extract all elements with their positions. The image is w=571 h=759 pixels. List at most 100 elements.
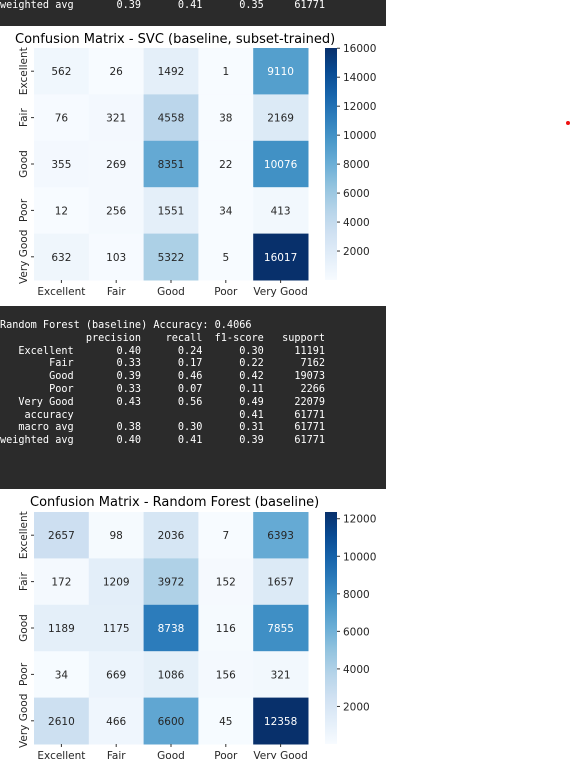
- y-tick-label: Excellent: [18, 47, 30, 95]
- heatmap-cell: [198, 697, 254, 745]
- colorbar-tick-label: 14000: [343, 72, 376, 84]
- heatmap-cell: [253, 697, 309, 745]
- x-tick-label: Fair: [107, 286, 126, 298]
- heatmap-cell: [34, 697, 90, 745]
- cell-value-label: 1551: [158, 205, 185, 217]
- colorbar-tick-label: 12000: [343, 101, 376, 113]
- cell-value-label: 4558: [158, 113, 185, 125]
- heatmap-cell: [143, 48, 199, 95]
- cell-value-label: 172: [51, 577, 71, 589]
- cell-value-label: 7: [222, 530, 229, 542]
- x-tick-label: Good: [157, 750, 185, 759]
- y-tick-label: Very Good: [18, 230, 30, 284]
- colorbar-tick-label: 6000: [343, 188, 370, 200]
- x-tick-label: Excellent: [37, 750, 85, 759]
- heatmap-cell: [198, 558, 254, 606]
- colorbar: [325, 512, 337, 744]
- y-tick-label: Poor: [18, 662, 30, 686]
- colorbar-tick-label: 6000: [343, 626, 370, 638]
- heatmap-cell: [88, 604, 145, 652]
- cell-value-label: 1: [222, 66, 229, 78]
- cell-value-label: 1175: [103, 623, 130, 635]
- cell-value-label: 632: [51, 252, 71, 264]
- heatmap-cell: [34, 48, 90, 95]
- heatmap-cell: [88, 651, 145, 699]
- cell-value-label: 116: [216, 623, 236, 635]
- heatmap-cell: [253, 558, 309, 606]
- heatmap-cell: [143, 233, 199, 281]
- cell-value-label: 256: [106, 205, 126, 217]
- chart-title: Confusion Matrix - SVC (baseline, subset…: [15, 32, 335, 47]
- heatmap-cell: [143, 604, 199, 652]
- x-tick-label: Excellent: [37, 286, 85, 298]
- cell-value-label: 7855: [267, 623, 294, 635]
- cell-value-label: 152: [216, 577, 236, 589]
- cell-value-label: 34: [219, 205, 233, 217]
- heatmap-cell: [198, 187, 254, 235]
- cell-value-label: 9110: [267, 66, 294, 78]
- heatmap-cell: [34, 512, 90, 559]
- cell-value-label: 12358: [264, 716, 297, 728]
- heatmap-cell: [143, 697, 199, 745]
- heatmap-cell: [143, 140, 199, 188]
- cell-value-label: 2169: [267, 113, 294, 125]
- y-tick-label: Fair: [18, 108, 30, 127]
- heatmap-cell: [253, 140, 309, 188]
- cell-value-label: 98: [110, 530, 123, 542]
- cell-value-label: 3972: [158, 577, 185, 589]
- heatmap-cell: [198, 604, 254, 652]
- cell-value-label: 2657: [48, 530, 75, 542]
- colorbar-tick-label: 12000: [343, 514, 376, 526]
- random-forest-confusion-matrix-figure: Confusion Matrix - Random Forest (baseli…: [0, 489, 386, 759]
- cell-value-label: 5: [222, 252, 229, 264]
- x-tick-label: Good: [157, 286, 185, 298]
- report-line: accuracy 0.41 61771: [0, 409, 326, 421]
- cell-value-label: 1492: [158, 66, 185, 78]
- heatmap-cell: [198, 512, 254, 559]
- cell-value-label: 413: [271, 205, 291, 217]
- heatmap-cell: [253, 233, 309, 281]
- cell-value-label: 38: [219, 113, 232, 125]
- colorbar-tick-label: 10000: [343, 551, 376, 563]
- x-tick-label: Very Good: [253, 750, 307, 759]
- heatmap-cell: [143, 187, 199, 235]
- heatmap-cell: [198, 140, 254, 188]
- heatmap-cell: [88, 697, 145, 745]
- cell-value-label: 355: [51, 159, 71, 171]
- random-forest-confusion-matrix-svg: Confusion Matrix - Random Forest (baseli…: [18, 495, 376, 759]
- heatmap-cell: [198, 233, 254, 281]
- cell-value-label: 466: [106, 716, 126, 728]
- heatmap-cell: [88, 558, 145, 606]
- heatmap-cell: [34, 651, 90, 699]
- y-tick-label: Good: [18, 614, 30, 642]
- colorbar-tick-label: 16000: [343, 43, 376, 55]
- report-line: weighted avg 0.40 0.41 0.39 61771: [0, 435, 326, 447]
- y-tick-label: Fair: [18, 572, 30, 591]
- heatmap-cell: [198, 48, 254, 95]
- heatmap-cell: [88, 48, 145, 95]
- report-line: weighted avg 0.39 0.41 0.35 61771: [0, 0, 326, 11]
- cell-value-label: 22: [219, 159, 232, 171]
- heatmap-cell: [34, 604, 90, 652]
- cell-value-label: 5322: [158, 252, 185, 264]
- x-tick-label: Very Good: [253, 286, 307, 298]
- cell-value-label: 8351: [158, 159, 185, 171]
- cell-value-label: 34: [55, 669, 69, 681]
- heatmap-cell: [88, 94, 145, 142]
- report-line: macro avg 0.38 0.30 0.31 61771: [0, 422, 326, 434]
- heatmap-cell: [34, 233, 90, 281]
- cell-value-label: 8738: [158, 623, 185, 635]
- x-tick-label: Poor: [214, 750, 238, 759]
- cell-value-label: 156: [216, 669, 236, 681]
- cell-value-label: 269: [106, 159, 126, 171]
- heatmap-cell: [253, 48, 309, 95]
- heatmap-cell: [143, 651, 199, 699]
- y-tick-label: Good: [18, 150, 30, 178]
- heatmap-cell: [88, 233, 145, 281]
- colorbar: [325, 48, 337, 280]
- cell-value-label: 103: [106, 252, 126, 264]
- report-line: Good 0.39 0.46 0.42 19073: [0, 371, 326, 383]
- cell-value-label: 321: [106, 113, 126, 125]
- x-tick-label: Poor: [214, 286, 238, 298]
- report-line: Fair 0.33 0.17 0.22 7162: [0, 358, 326, 370]
